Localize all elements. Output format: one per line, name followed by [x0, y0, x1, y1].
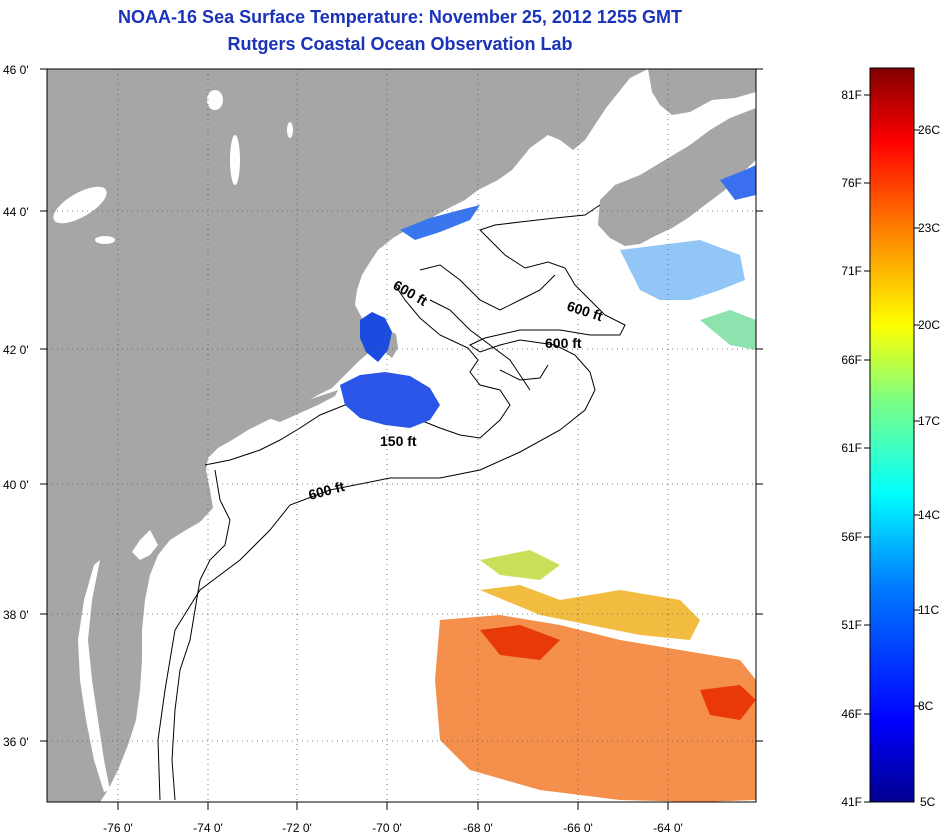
colorbar-f-label: 56F: [841, 530, 862, 544]
colorbar-c-label: 17C: [918, 414, 940, 428]
bathymetry-contours: [157, 204, 626, 801]
sst-patch-cape-cod: [340, 372, 440, 428]
sst-patch-red-2: [700, 685, 756, 720]
sst-patch-red: [480, 625, 560, 660]
lon-label: -68 0': [463, 821, 493, 835]
contour-600ft-shelf: [157, 204, 626, 801]
colorbar-f-label: 61F: [841, 441, 862, 455]
map-title: NOAA-16 Sea Surface Temperature: Novembe…: [118, 7, 682, 27]
map-subtitle: Rutgers Coastal Ocean Observation Lab: [227, 34, 573, 54]
sst-patch-grand-banks: [620, 240, 745, 300]
contour-gulf-maine: [419, 264, 556, 391]
delaware-bay: [132, 530, 158, 560]
land-nova-scotia: [598, 108, 756, 246]
colorbar-c-label: 14C: [918, 508, 940, 522]
lat-label: 42 0': [3, 343, 29, 357]
colorbar-c-label: 5C: [920, 795, 936, 809]
sst-patch-mass-bay: [360, 312, 392, 362]
lon-label: -72 0': [282, 821, 312, 835]
sst-data-layer: [340, 165, 756, 802]
graticule: [47, 69, 756, 802]
contour-label: 600 ft: [545, 335, 582, 351]
colorbar-ticks: [864, 94, 920, 803]
land-long-island: [268, 390, 338, 422]
contour-150ft: [204, 284, 511, 466]
contour-inner: [171, 469, 231, 801]
lat-label: 44 0': [3, 205, 29, 219]
colorbar-c-label: 26C: [918, 123, 940, 137]
sst-patch-warm: [435, 615, 756, 802]
colorbar-c-label: 23C: [918, 221, 940, 235]
chesapeake-bay: [78, 560, 110, 792]
axis-ticks: [40, 68, 763, 810]
colorbar-f-label: 76F: [841, 176, 862, 190]
lon-label: -64 0': [653, 821, 683, 835]
lat-label: 40 0': [3, 478, 29, 492]
lon-label: -76 0': [103, 821, 133, 835]
lake: [207, 90, 223, 110]
contour-label: 150 ft: [380, 433, 417, 449]
colorbar-c-label: 20C: [918, 318, 940, 332]
lake: [230, 135, 240, 185]
sst-patch-gulf-stream-edge: [700, 310, 756, 350]
colorbar-f-label: 66F: [841, 353, 862, 367]
colorbar-f-label: 46F: [841, 707, 862, 721]
map-frame: [46, 68, 757, 803]
lake: [287, 122, 293, 138]
colorbar-f-label: 71F: [841, 264, 862, 278]
lake: [95, 236, 115, 244]
lat-label: 38 0': [3, 608, 29, 622]
sst-patch-yellow: [480, 585, 700, 640]
lon-label: -70 0': [372, 821, 402, 835]
lat-label: 36 0': [3, 735, 29, 749]
land-mainland: [47, 69, 648, 802]
lat-label: 46 0': [3, 63, 29, 77]
sst-patch-maine-coast: [400, 205, 480, 240]
lon-label: -74 0': [193, 821, 223, 835]
colorbar-f-label: 41F: [841, 795, 862, 809]
colorbar-c-label: 8C: [918, 699, 934, 713]
colorbar-f-label: 81F: [841, 88, 862, 102]
colorbar: [869, 67, 915, 803]
lon-label: -66 0': [563, 821, 593, 835]
lake-ontario: [53, 186, 107, 224]
land-new-brunswick: [648, 69, 756, 115]
sst-patch-nova-scotia: [720, 165, 756, 200]
sst-patch-mid: [480, 550, 560, 580]
colorbar-f-label: 51F: [841, 618, 862, 632]
colorbar-c-label: 11C: [918, 603, 939, 617]
